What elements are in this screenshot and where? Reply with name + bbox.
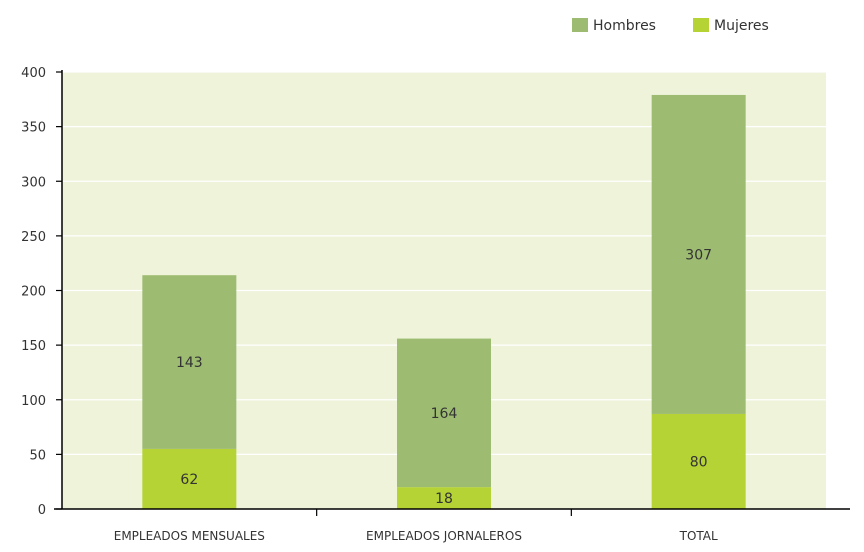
y-tick-label: 150 xyxy=(21,339,46,354)
bar-value-label: 164 xyxy=(431,406,458,422)
bar-segment-mujeres xyxy=(397,487,491,509)
bar-value-label: 80 xyxy=(690,454,708,470)
x-category-label: EMPLEADOS JORNALEROS xyxy=(366,529,522,543)
data-labels: 62 143 18 164 80 307 xyxy=(176,247,712,507)
x-category-label: EMPLEADOS MENSUALES xyxy=(114,529,265,543)
legend: Hombres Mujeres xyxy=(572,18,769,34)
bar-value-label: 62 xyxy=(180,472,198,488)
bar-value-label: 18 xyxy=(435,491,453,507)
bar-value-label: 143 xyxy=(176,355,203,371)
bar-segment-hombres xyxy=(651,94,746,414)
y-tick-label: 350 xyxy=(21,121,46,136)
legend-swatch-mujeres xyxy=(693,18,709,32)
y-tick-label: 100 xyxy=(21,394,46,409)
bars xyxy=(142,94,746,509)
x-category-label: TOTAL xyxy=(679,529,718,543)
x-axis-tick-labels: EMPLEADOS MENSUALES EMPLEADOS JORNALEROS T… xyxy=(114,529,718,543)
bar-segment-mujeres xyxy=(142,448,237,509)
legend-label-hombres: Hombres xyxy=(593,18,656,34)
axes xyxy=(54,70,850,516)
bar-segment-mujeres xyxy=(651,413,746,509)
y-tick-label: 0 xyxy=(38,503,46,518)
y-tick-label: 50 xyxy=(29,448,46,463)
y-tick-label: 250 xyxy=(21,230,46,245)
y-tick-label: 400 xyxy=(21,66,46,81)
bar-segment-hombres xyxy=(397,338,491,488)
y-axis-tick-labels: 0 50 100 150 200 250 300 350 400 xyxy=(21,66,46,518)
legend-swatch-hombres xyxy=(572,18,588,32)
y-tick-label: 200 xyxy=(21,285,46,300)
legend-label-mujeres: Mujeres xyxy=(714,18,769,34)
bar-value-label: 307 xyxy=(685,247,712,263)
y-tick-label: 300 xyxy=(21,175,46,190)
bar-segment-hombres xyxy=(142,275,237,449)
